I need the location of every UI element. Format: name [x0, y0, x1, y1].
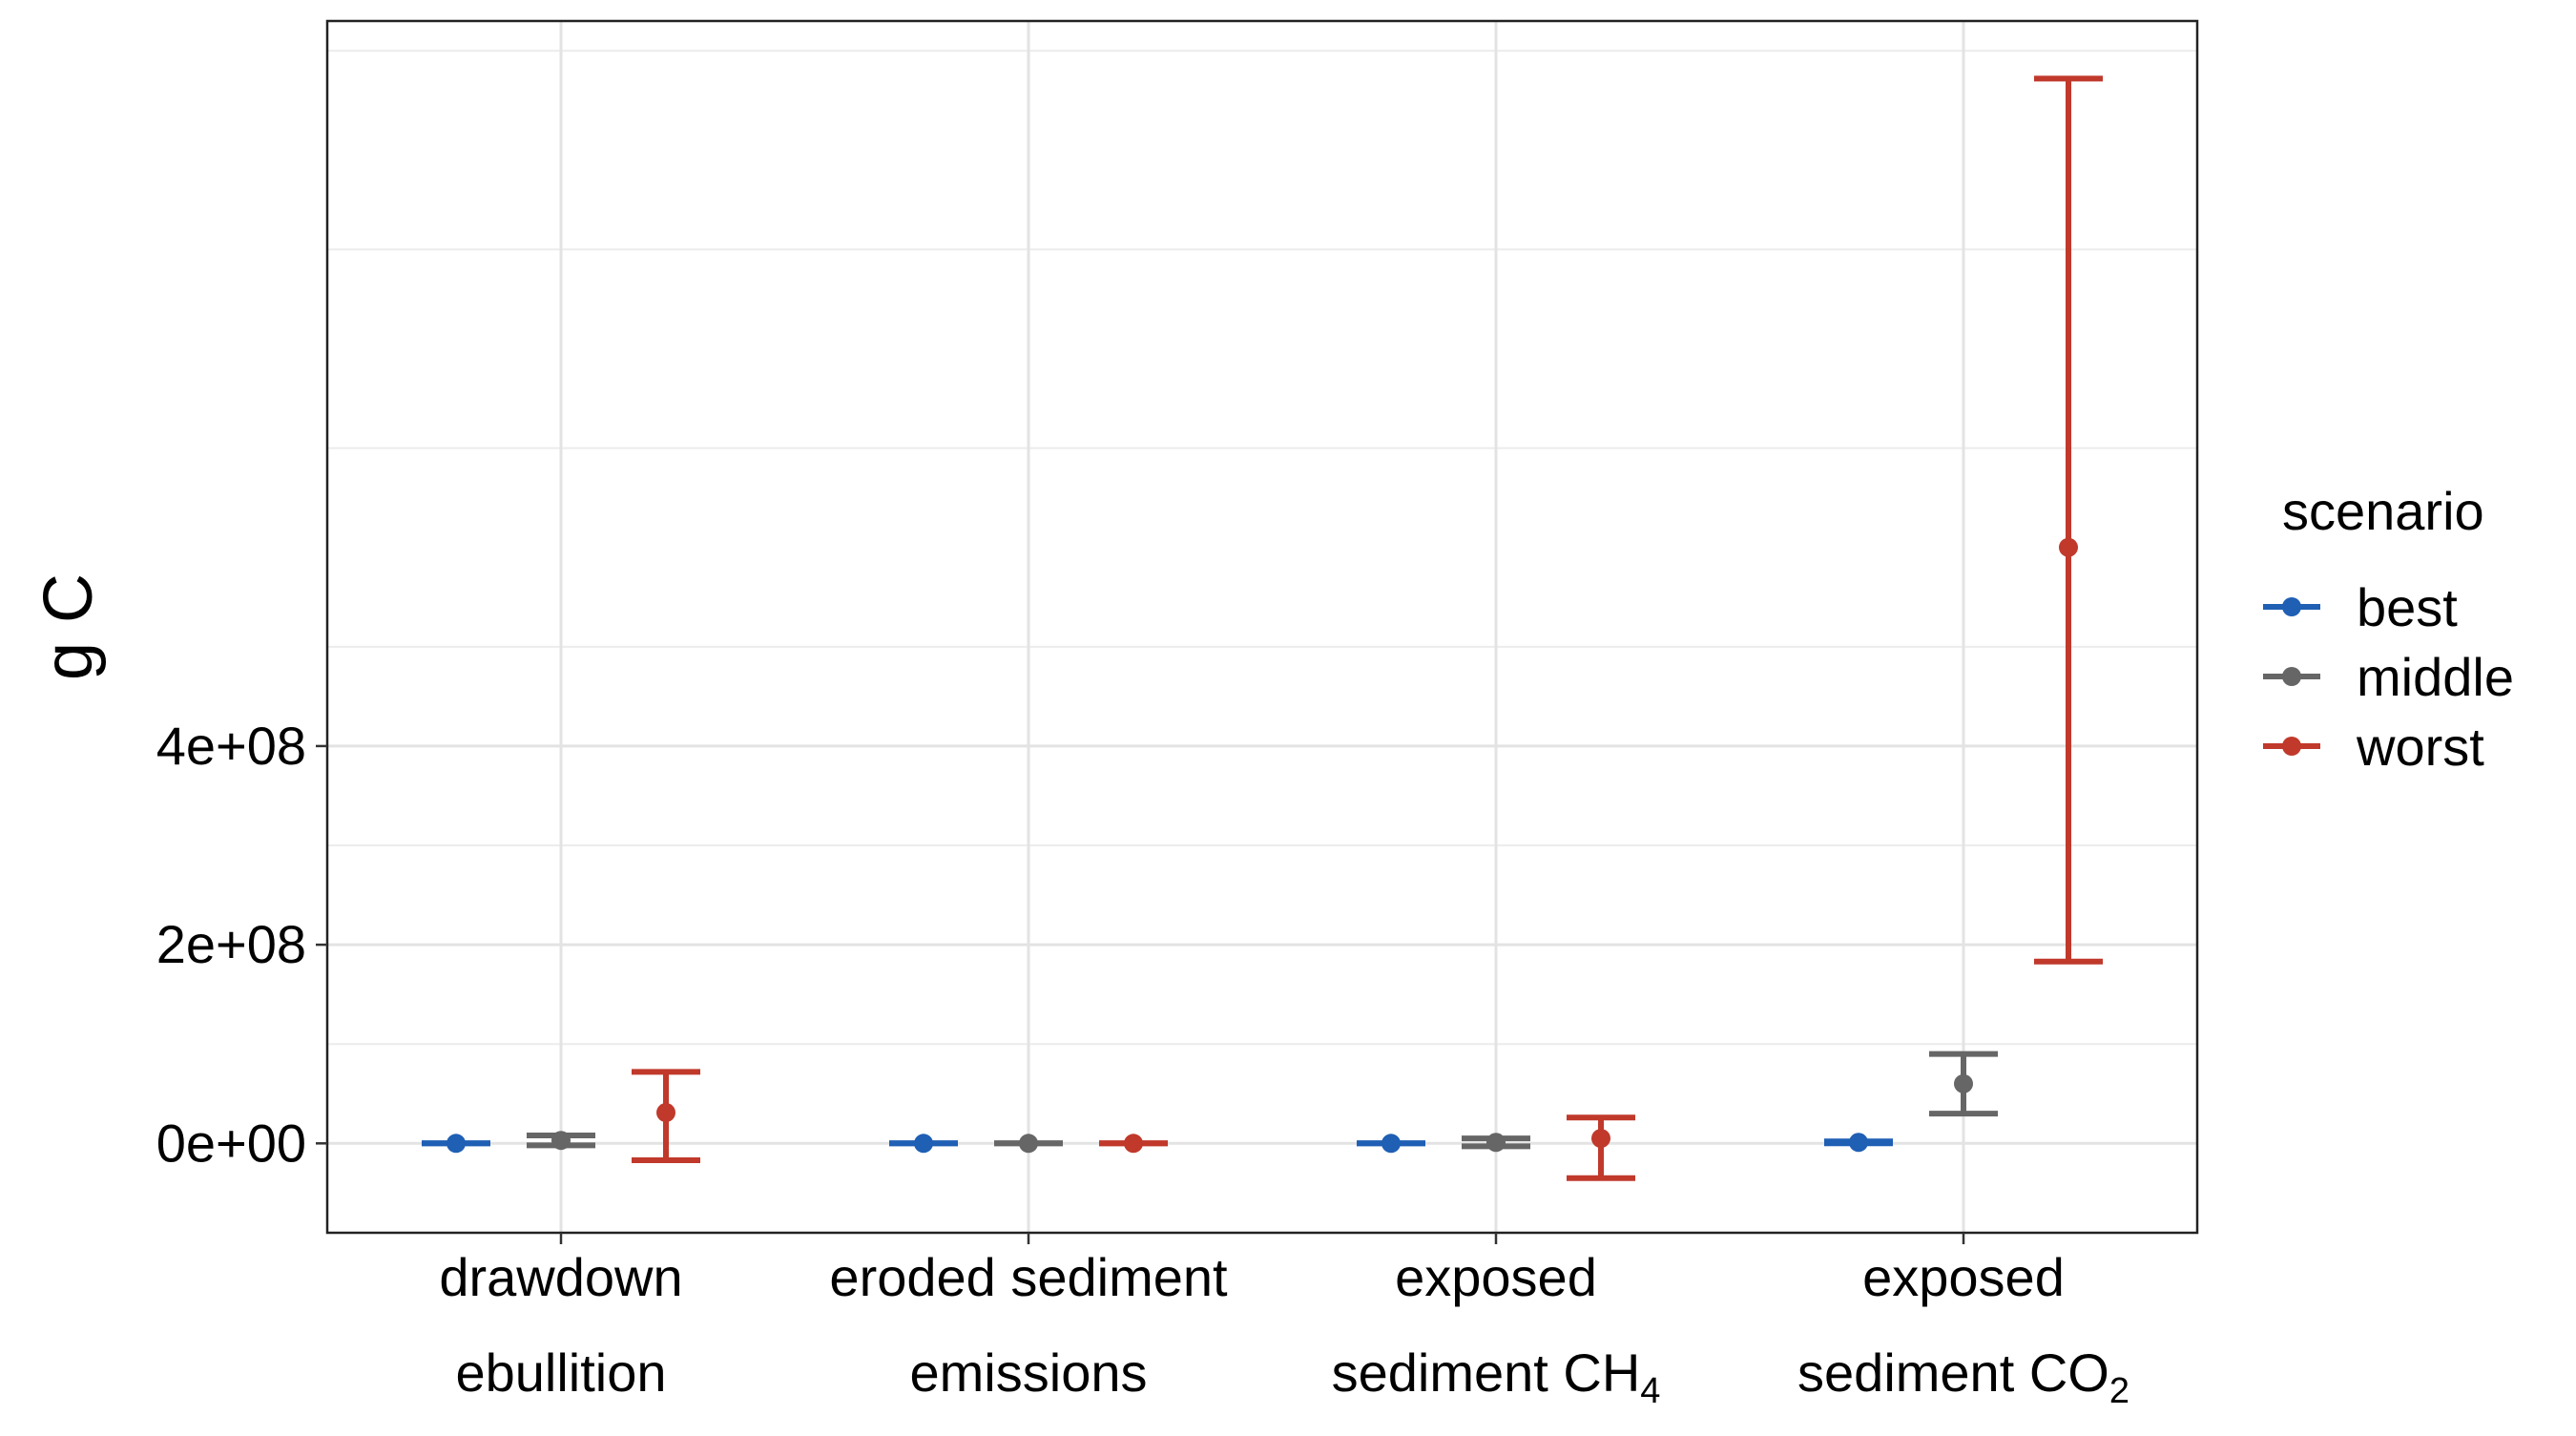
series-worst — [632, 75, 2103, 1181]
legend-item-best: best — [2263, 577, 2458, 637]
x-tick-label-subscript: 2 — [2109, 1371, 2129, 1411]
data-point — [447, 1134, 466, 1154]
legend-item-worst: worst — [2263, 717, 2484, 777]
x-tick-label-line2: sediment CO2 — [1797, 1342, 2129, 1411]
data-layer — [422, 75, 2103, 1181]
data-point — [1954, 1073, 1973, 1093]
legend-key-point — [2282, 667, 2301, 686]
data-point — [914, 1134, 933, 1154]
y-tick-label: 4e+08 — [156, 716, 306, 776]
data-point — [2059, 537, 2078, 557]
y-tick-label: 0e+00 — [156, 1113, 306, 1173]
data-point — [1019, 1134, 1038, 1154]
data-point — [1124, 1134, 1143, 1154]
legend-label: best — [2357, 577, 2458, 637]
legend-label: middle — [2357, 647, 2514, 707]
series-best — [422, 1133, 1893, 1154]
x-tick-label-line2: emissions — [910, 1342, 1148, 1403]
plot-panel-border — [325, 19, 2199, 1235]
data-point — [656, 1103, 675, 1123]
axis-layer: 0e+00 2e+08 4e+08 drawdown ebullition eroded … — [156, 716, 2129, 1411]
legend-key-point — [2282, 597, 2301, 616]
data-point — [1486, 1133, 1506, 1153]
grid-layer — [327, 21, 2197, 1233]
series-middle — [527, 1051, 1998, 1154]
legend-item-middle: middle — [2263, 647, 2514, 707]
legend: scenario best middle worst — [2263, 481, 2514, 777]
data-point — [551, 1131, 571, 1151]
data-point — [1591, 1129, 1610, 1149]
data-point — [1849, 1133, 1868, 1153]
x-tick-label-subscript: 4 — [1640, 1371, 1660, 1411]
y-axis-title: g C — [31, 573, 107, 680]
legend-title: scenario — [2282, 481, 2484, 541]
x-tick-label-line2: sediment CH4 — [1332, 1342, 1661, 1411]
x-tick-label-line1: exposed — [1395, 1247, 1597, 1307]
y-tick-label: 2e+08 — [156, 914, 306, 974]
x-tick-label-line1: exposed — [1862, 1247, 2065, 1307]
x-tick-label-line2: ebullition — [455, 1342, 666, 1403]
data-point — [1381, 1134, 1401, 1154]
legend-label: worst — [2356, 717, 2484, 777]
legend-key-point — [2282, 737, 2301, 756]
x-tick-label-line1: drawdown — [439, 1247, 682, 1307]
x-tick-label-line1: eroded sediment — [829, 1247, 1228, 1307]
